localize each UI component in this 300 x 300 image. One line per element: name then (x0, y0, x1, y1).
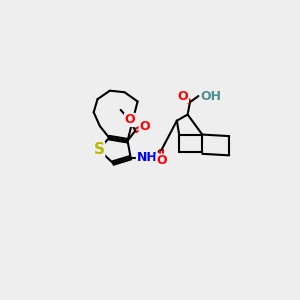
Text: OH: OH (201, 90, 222, 103)
Text: S: S (94, 142, 105, 158)
Text: NH: NH (136, 151, 157, 164)
Text: O: O (124, 113, 135, 126)
Text: O: O (139, 120, 150, 133)
Text: O: O (156, 154, 167, 167)
Text: O: O (178, 90, 188, 103)
